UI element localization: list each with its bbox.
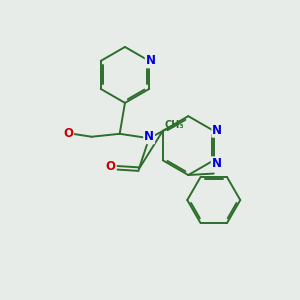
Text: N: N <box>212 157 222 170</box>
Text: CH₃: CH₃ <box>164 120 184 130</box>
Text: N: N <box>212 124 222 137</box>
Text: O: O <box>106 160 116 173</box>
Text: N: N <box>144 130 154 143</box>
Text: N: N <box>146 54 156 68</box>
Text: O: O <box>63 127 73 140</box>
